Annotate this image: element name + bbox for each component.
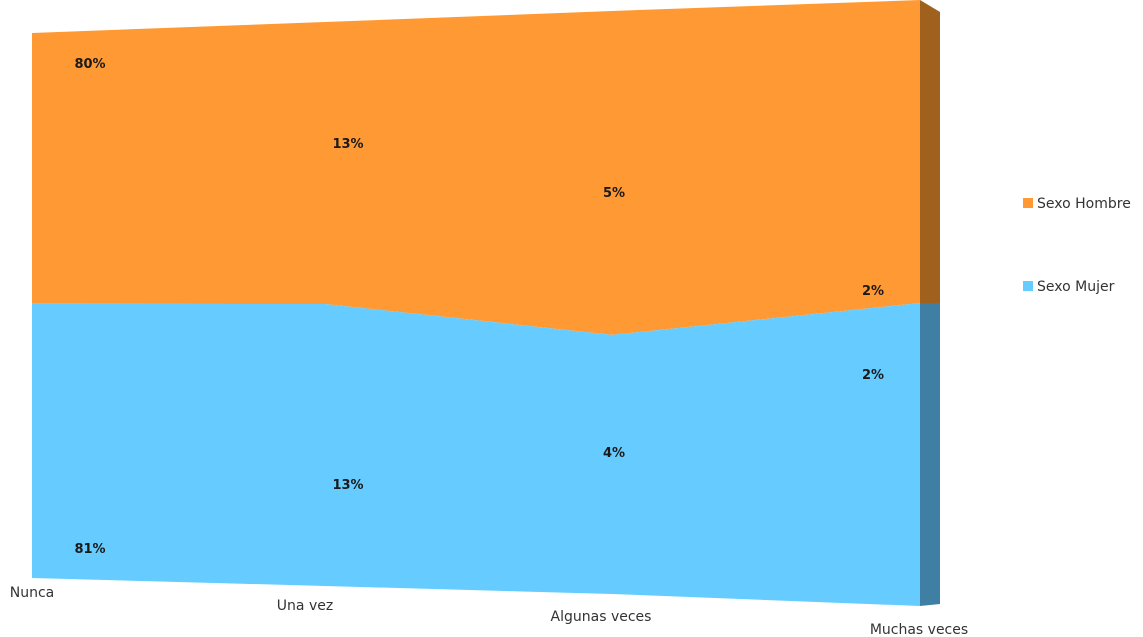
data-label-sexo-mujer-una-vez: 13%: [332, 478, 363, 493]
legend-item-sexo-mujer: Sexo Mujer: [1023, 279, 1115, 295]
category-label-nunca: Nunca: [10, 585, 55, 601]
legend-item-sexo-hombre: Sexo Hombre: [1023, 196, 1131, 212]
area-sexo-hombre: [32, 0, 920, 335]
data-label-sexo-mujer-muchas-veces: 2%: [862, 368, 884, 383]
area-sexo-mujer: [32, 303, 920, 606]
plot-areas: [32, 0, 940, 606]
category-label-una-vez: Una vez: [277, 598, 333, 614]
legend: Sexo Hombre Sexo Mujer: [1023, 196, 1131, 295]
data-label-sexo-mujer-nunca: 81%: [74, 542, 105, 557]
category-axis-labels: Nunca Una vez Algunas veces Muchas veces: [10, 585, 968, 637]
data-label-sexo-hombre-una-vez: 13%: [332, 137, 363, 152]
legend-swatch-sexo-mujer: [1023, 281, 1033, 291]
data-labels: 80% 81% 13% 13% 5% 4% 2% 2%: [74, 57, 884, 557]
category-label-algunas-veces: Algunas veces: [551, 609, 652, 625]
legend-label-sexo-mujer: Sexo Mujer: [1037, 279, 1115, 295]
data-label-sexo-hombre-muchas-veces: 2%: [862, 284, 884, 299]
data-label-sexo-mujer-algunas-veces: 4%: [603, 446, 625, 461]
category-label-muchas-veces: Muchas veces: [870, 622, 968, 637]
legend-label-sexo-hombre: Sexo Hombre: [1037, 196, 1131, 212]
side-panel-sexo-mujer: [920, 303, 940, 606]
data-label-sexo-hombre-algunas-veces: 5%: [603, 186, 625, 201]
data-label-sexo-hombre-nunca: 80%: [74, 57, 105, 72]
side-panel-sexo-hombre: [920, 0, 940, 303]
legend-swatch-sexo-hombre: [1023, 198, 1033, 208]
